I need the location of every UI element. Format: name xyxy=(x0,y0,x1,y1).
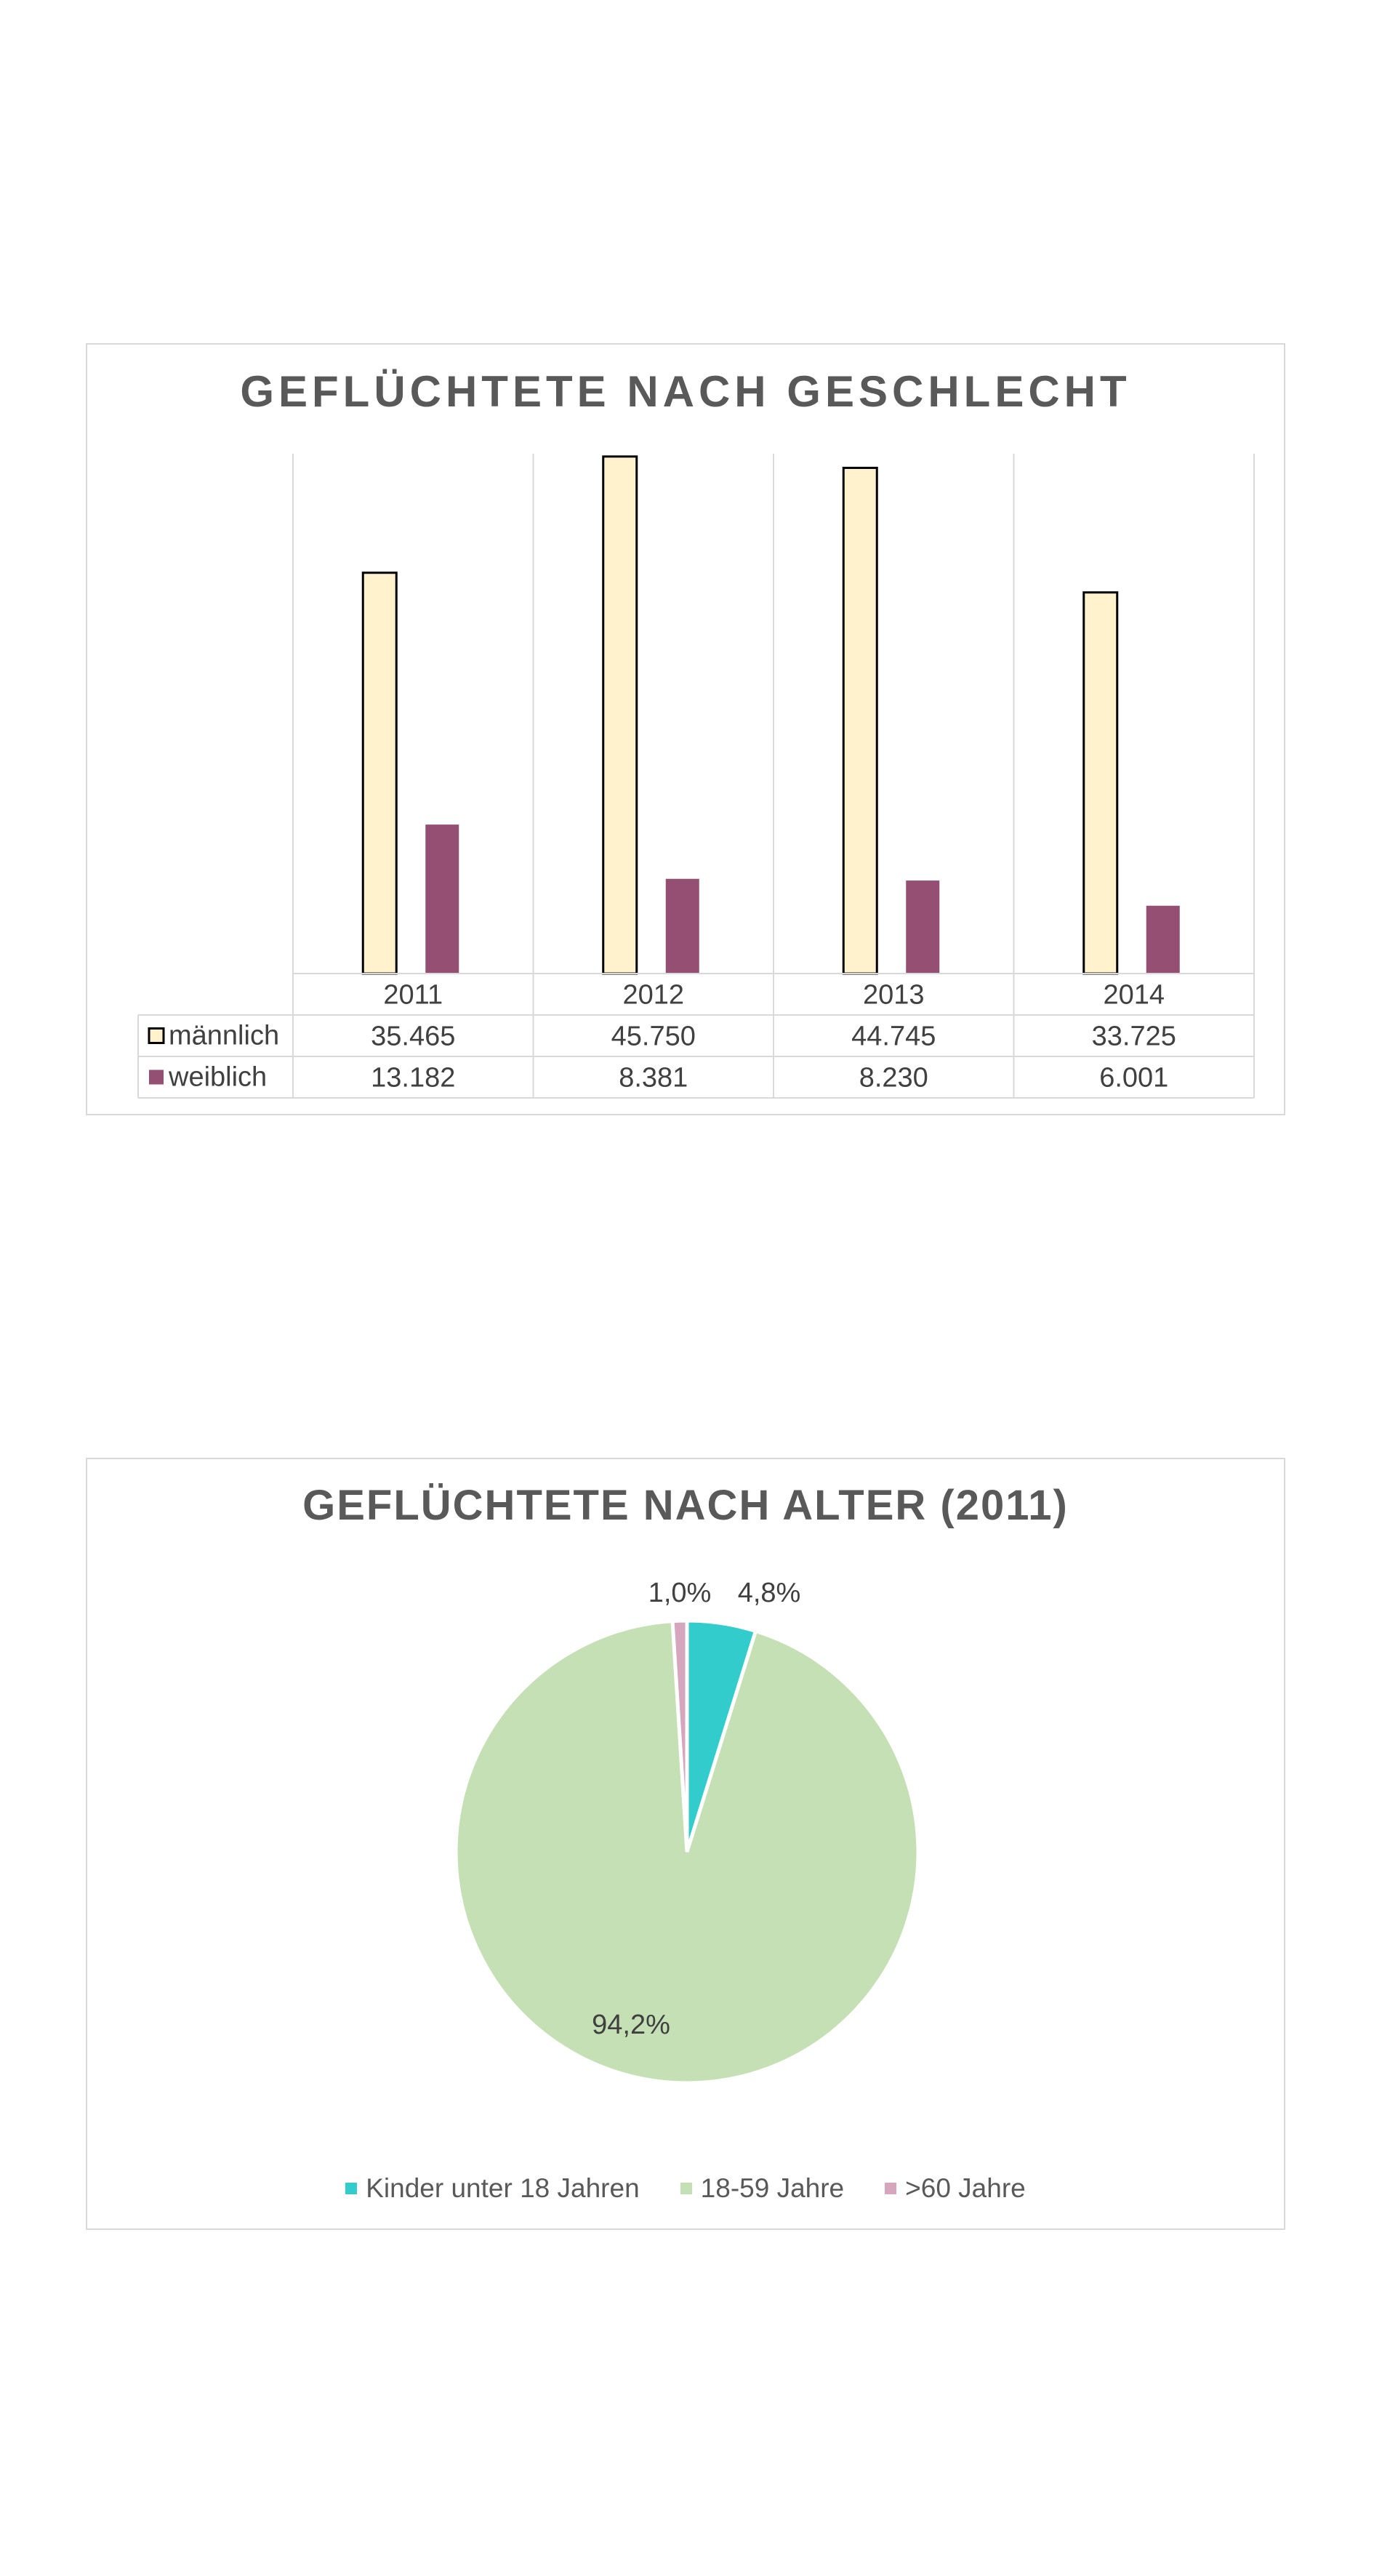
gender-chart-panel: GEFLÜCHTETE NACH GESCHLECHT 2011 2012 2013… xyxy=(86,343,1285,1115)
bar-weiblich xyxy=(906,880,940,974)
age-pie-chart: 4,8% 94,2% 1,0% xyxy=(454,1578,920,2085)
gender-bar-chart: 2011 2012 2013 2014 männlich 35.465 45.750 44.7… xyxy=(137,454,1255,1099)
table-cell-value: 6.001 xyxy=(1099,1063,1168,1094)
legend-label: 18-59 Jahre xyxy=(700,2173,845,2203)
table-cell-value: 8.230 xyxy=(859,1063,928,1094)
age-chart-title: GEFLÜCHTETE NACH ALTER (2011) xyxy=(302,1482,1069,1529)
table-cell-value: 33.725 xyxy=(1092,1022,1176,1052)
category-label: 2014 xyxy=(1103,980,1165,1011)
bar-maennlich xyxy=(842,467,878,975)
category-label: 2012 xyxy=(622,980,684,1011)
pie-slice xyxy=(670,1618,689,1853)
legend-item-over-60: >60 Jahre xyxy=(885,2173,1026,2204)
age-chart-panel: GEFLÜCHTETE NACH ALTER (2011) 4,8% 94,2% 1… xyxy=(86,1458,1285,2230)
table-cell-value: 35.465 xyxy=(371,1022,455,1052)
legend-swatch xyxy=(345,2183,358,2194)
table-cell-value: 44.745 xyxy=(851,1022,936,1052)
bar-maennlich xyxy=(1082,591,1119,975)
table-legend-swatch xyxy=(148,1027,165,1044)
legend-label: >60 Jahre xyxy=(905,2173,1026,2203)
bar-weiblich xyxy=(1146,905,1180,974)
bar-maennlich xyxy=(602,455,638,975)
series-label: weiblich xyxy=(168,1062,267,1093)
pie-slice xyxy=(454,1618,920,2085)
gender-chart-title: GEFLÜCHTETE NACH GESCHLECHT xyxy=(240,367,1131,416)
table-cell-value: 8.381 xyxy=(619,1063,688,1094)
slice-label: 94,2% xyxy=(592,2010,670,2040)
age-chart-legend: Kinder unter 18 Jahren 18-59 Jahre >60 J… xyxy=(87,2173,1284,2204)
bar-weiblich xyxy=(425,824,459,974)
slice-label: 1,0% xyxy=(648,1578,712,1608)
legend-swatch xyxy=(680,2183,692,2194)
bar-maennlich xyxy=(361,571,398,975)
table-cell-value: 45.750 xyxy=(611,1022,696,1052)
bar-weiblich xyxy=(665,878,699,974)
series-label: männlich xyxy=(169,1021,279,1051)
legend-swatch xyxy=(885,2183,897,2194)
table-legend-swatch xyxy=(149,1070,164,1085)
slice-label: 4,8% xyxy=(738,1578,801,1608)
legend-label: Kinder unter 18 Jahren xyxy=(366,2173,640,2203)
legend-item-18-59: 18-59 Jahre xyxy=(680,2173,844,2204)
category-label: 2011 xyxy=(383,980,443,1011)
legend-item-kinder: Kinder unter 18 Jahren xyxy=(345,2173,640,2204)
category-label: 2013 xyxy=(863,980,925,1011)
table-cell-value: 13.182 xyxy=(371,1063,455,1094)
